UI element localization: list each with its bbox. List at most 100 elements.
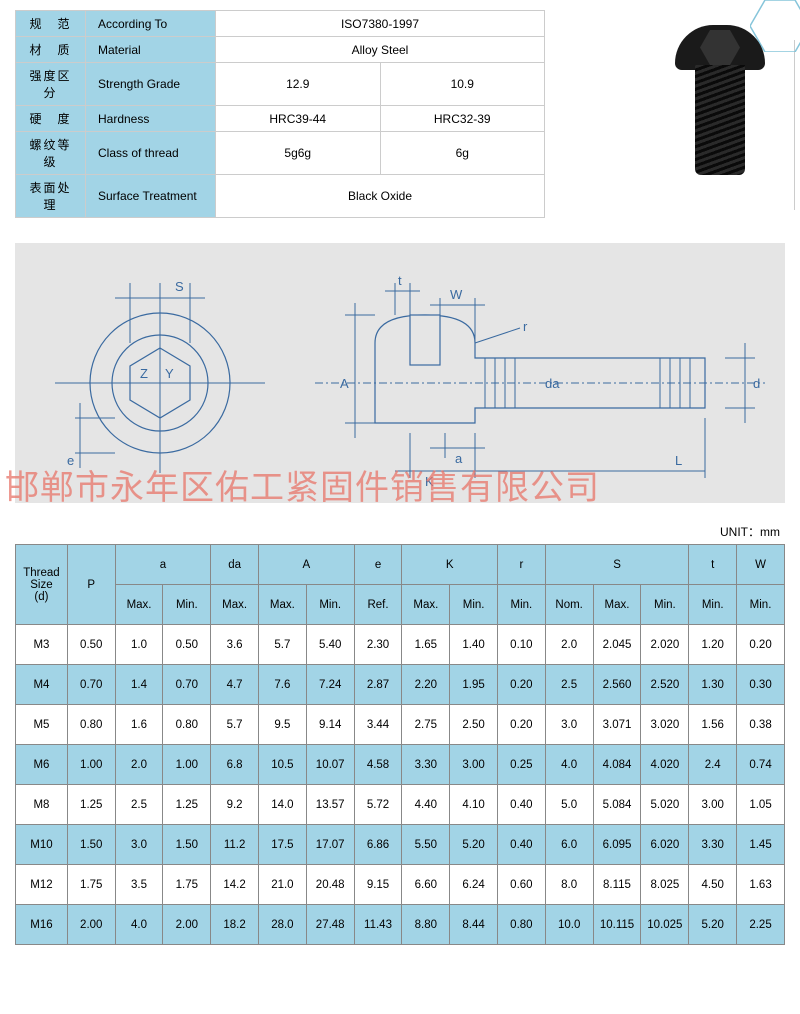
cell: 5.7 bbox=[211, 705, 259, 745]
cell: 1.05 bbox=[737, 785, 785, 825]
cell: 28.0 bbox=[258, 905, 306, 945]
table-row: M40.701.40.704.77.67.242.872.201.950.202… bbox=[16, 665, 785, 705]
cell: 3.0 bbox=[115, 825, 163, 865]
cell: M16 bbox=[16, 905, 68, 945]
cell: 9.14 bbox=[306, 705, 354, 745]
col-subheader: Min. bbox=[689, 585, 737, 625]
cell: M5 bbox=[16, 705, 68, 745]
cell: 8.0 bbox=[545, 865, 593, 905]
table-row: M101.503.01.5011.217.517.076.865.505.200… bbox=[16, 825, 785, 865]
cell: 2.87 bbox=[354, 665, 402, 705]
cell: 1.63 bbox=[737, 865, 785, 905]
cell: 21.0 bbox=[258, 865, 306, 905]
label-r: r bbox=[523, 319, 528, 334]
spec-label-en: Hardness bbox=[86, 106, 216, 132]
cell: M12 bbox=[16, 865, 68, 905]
cell: 1.00 bbox=[67, 745, 115, 785]
cell: 0.74 bbox=[737, 745, 785, 785]
cell: 2.560 bbox=[593, 665, 641, 705]
cell: 1.75 bbox=[67, 865, 115, 905]
cell: 10.07 bbox=[306, 745, 354, 785]
cell: 1.75 bbox=[163, 865, 211, 905]
cell: 3.00 bbox=[450, 745, 498, 785]
cell: 17.5 bbox=[258, 825, 306, 865]
cell: 0.70 bbox=[67, 665, 115, 705]
col-subheader: Min. bbox=[450, 585, 498, 625]
label-L: L bbox=[675, 453, 682, 468]
col-subheader: Min. bbox=[641, 585, 689, 625]
cell: 4.0 bbox=[115, 905, 163, 945]
cell: 4.0 bbox=[545, 745, 593, 785]
spec-value: Black Oxide bbox=[216, 175, 545, 218]
cell: 0.80 bbox=[163, 705, 211, 745]
cell: 0.80 bbox=[497, 905, 545, 945]
table-row: M162.004.02.0018.228.027.4811.438.808.44… bbox=[16, 905, 785, 945]
cell: 0.80 bbox=[67, 705, 115, 745]
cell: M10 bbox=[16, 825, 68, 865]
spec-label-en: Class of thread bbox=[86, 132, 216, 175]
col-header: S bbox=[545, 545, 689, 585]
cell: 2.30 bbox=[354, 625, 402, 665]
cell: 2.4 bbox=[689, 745, 737, 785]
table-row: M50.801.60.805.79.59.143.442.752.500.203… bbox=[16, 705, 785, 745]
col-header: t bbox=[689, 545, 737, 585]
cell: 2.00 bbox=[163, 905, 211, 945]
cell: 2.20 bbox=[402, 665, 450, 705]
cell: 3.5 bbox=[115, 865, 163, 905]
col-subheader: Ref. bbox=[354, 585, 402, 625]
cell: 9.2 bbox=[211, 785, 259, 825]
spec-label-en: Strength Grade bbox=[86, 63, 216, 106]
cell: 27.48 bbox=[306, 905, 354, 945]
cell: 3.6 bbox=[211, 625, 259, 665]
cell: 4.58 bbox=[354, 745, 402, 785]
cell: 2.5 bbox=[545, 665, 593, 705]
cell: 7.6 bbox=[258, 665, 306, 705]
spec-value: 5g6g bbox=[216, 132, 381, 175]
cell: M8 bbox=[16, 785, 68, 825]
spec-label-cn: 强度区分 bbox=[16, 63, 86, 106]
spec-table: 规 范According ToISO7380-1997材 质MaterialAl… bbox=[15, 10, 545, 218]
cell: 0.40 bbox=[497, 825, 545, 865]
cell: 3.071 bbox=[593, 705, 641, 745]
cell: 0.20 bbox=[737, 625, 785, 665]
col-header: a bbox=[115, 545, 211, 585]
cell: 10.5 bbox=[258, 745, 306, 785]
screw-illustration bbox=[635, 10, 785, 190]
spec-value: HRC39-44 bbox=[216, 106, 381, 132]
cell: 0.50 bbox=[67, 625, 115, 665]
cell: 2.0 bbox=[545, 625, 593, 665]
cell: 18.2 bbox=[211, 905, 259, 945]
cell: 2.020 bbox=[641, 625, 689, 665]
cell: 0.70 bbox=[163, 665, 211, 705]
label-a: a bbox=[455, 451, 463, 466]
cell: 5.020 bbox=[641, 785, 689, 825]
cell: 1.45 bbox=[737, 825, 785, 865]
cell: 1.30 bbox=[689, 665, 737, 705]
spec-value: Alloy Steel bbox=[216, 37, 545, 63]
cell: M3 bbox=[16, 625, 68, 665]
cell: 2.50 bbox=[450, 705, 498, 745]
cell: 6.095 bbox=[593, 825, 641, 865]
cell: 5.20 bbox=[450, 825, 498, 865]
cell: 14.2 bbox=[211, 865, 259, 905]
col-subheader: Min. bbox=[163, 585, 211, 625]
cell: 0.20 bbox=[497, 705, 545, 745]
cell: 5.40 bbox=[306, 625, 354, 665]
spec-value: ISO7380-1997 bbox=[216, 11, 545, 37]
cell: 2.5 bbox=[115, 785, 163, 825]
cell: 11.2 bbox=[211, 825, 259, 865]
table-row: M61.002.01.006.810.510.074.583.303.000.2… bbox=[16, 745, 785, 785]
cell: 3.30 bbox=[402, 745, 450, 785]
col-header: K bbox=[402, 545, 498, 585]
cell: 17.07 bbox=[306, 825, 354, 865]
spec-value: 12.9 bbox=[216, 63, 381, 106]
cell: 5.20 bbox=[689, 905, 737, 945]
cell: 10.115 bbox=[593, 905, 641, 945]
cell: 6.8 bbox=[211, 745, 259, 785]
cell: 6.020 bbox=[641, 825, 689, 865]
cell: 3.44 bbox=[354, 705, 402, 745]
spec-label-en: Material bbox=[86, 37, 216, 63]
cell: 2.520 bbox=[641, 665, 689, 705]
cell: 0.40 bbox=[497, 785, 545, 825]
label-S: S bbox=[175, 279, 184, 294]
